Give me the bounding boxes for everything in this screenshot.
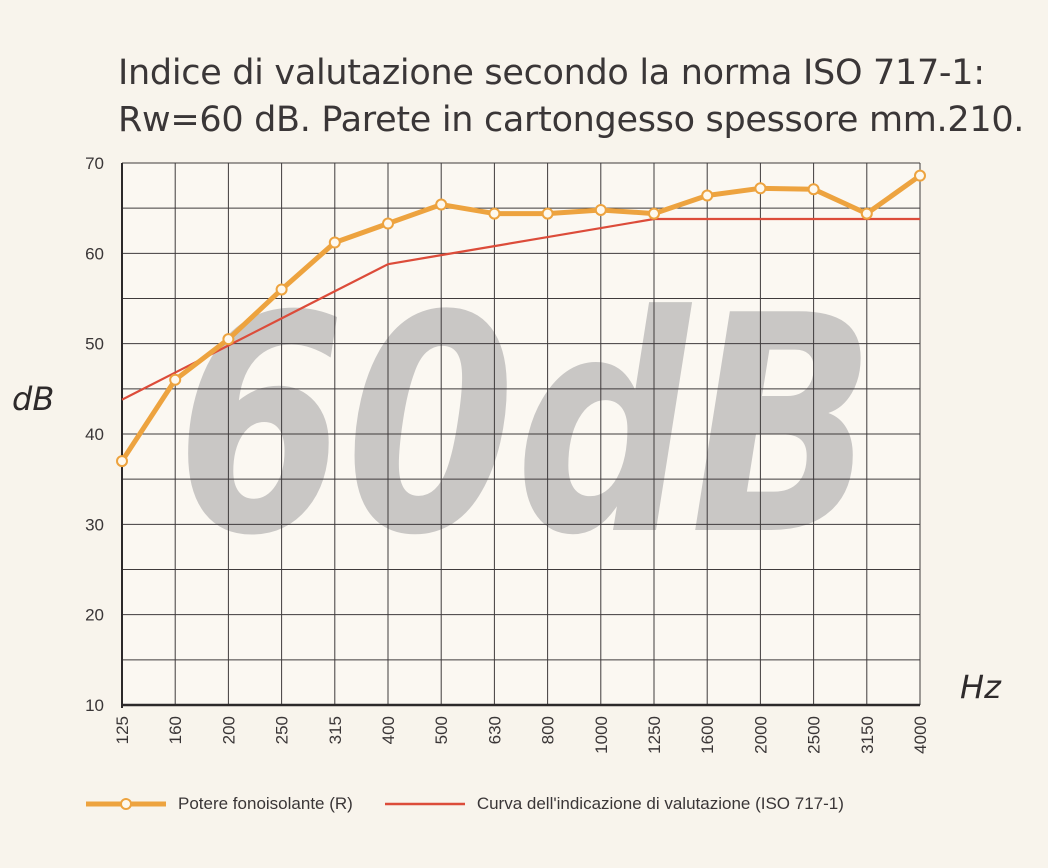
- legend: Potere fonoisolante (R) Curva dell'indic…: [84, 794, 874, 814]
- x-tick-label: 2000: [751, 716, 770, 754]
- chart-title-line-1: Indice di valutazione secondo la norma I…: [118, 53, 985, 93]
- y-tick-label: 10: [85, 696, 104, 715]
- data-point-r: [116, 455, 128, 468]
- data-point-r: [807, 183, 820, 196]
- x-tick-label: 1250: [645, 716, 664, 754]
- data-point-r: [914, 169, 926, 182]
- x-tick-label: 4000: [911, 716, 930, 754]
- x-tick-label: 500: [432, 716, 451, 744]
- data-point-r: [222, 333, 235, 346]
- y-tick-label: 60: [85, 244, 104, 263]
- y-tick-label: 70: [85, 154, 104, 173]
- y-tick-label: 20: [85, 606, 104, 625]
- data-point-r: [488, 207, 501, 220]
- series-points-r: [116, 169, 926, 468]
- chart-title-line-2: Rw=60 dB. Parete in cartongesso spessore…: [118, 100, 1025, 140]
- data-point-r: [169, 373, 182, 386]
- chart-title: Indice di valutazione secondo la norma I…: [118, 50, 1024, 144]
- x-tick-label: 315: [326, 716, 345, 744]
- x-tick-label: 3150: [858, 716, 877, 754]
- x-tick-label: 200: [219, 716, 238, 744]
- y-tick-label: 40: [85, 425, 104, 444]
- data-point-r: [435, 198, 448, 211]
- x-tick-label: 125: [113, 716, 132, 744]
- y-tick-label: 30: [85, 515, 104, 534]
- y-tick-labels: 10 20 30 40 50 60 70: [85, 154, 104, 715]
- data-point-r: [541, 207, 554, 220]
- watermark-text: 60dB: [176, 252, 876, 601]
- x-tick-label: 1600: [698, 716, 717, 754]
- horizontal-gridlines: [122, 162, 920, 706]
- x-tick-labels: 125 160 200 250 315 400 500 630 800 1000 1250 1600 2…: [113, 716, 930, 754]
- x-tick-label: 800: [539, 716, 558, 744]
- x-axis-label: Hz: [960, 668, 1001, 706]
- x-tick-label: 1000: [592, 716, 611, 754]
- x-tick-label: 160: [166, 716, 185, 744]
- legend-item-r: Potere fonoisolante (R): [84, 794, 353, 814]
- x-tick-label: 400: [379, 716, 398, 744]
- series-line-r: [119, 173, 923, 464]
- data-point-r: [328, 236, 341, 249]
- y-axis-label: dB: [12, 380, 55, 418]
- data-point-r: [275, 283, 288, 296]
- data-point-r: [382, 217, 394, 230]
- legend-label-r: Potere fonoisolante (R): [178, 794, 353, 813]
- data-point-r: [594, 203, 607, 216]
- legend-swatch-reference: [384, 802, 465, 806]
- x-tick-label: 630: [485, 716, 504, 744]
- y-tick-label: 50: [85, 335, 104, 354]
- data-point-r: [860, 207, 873, 220]
- legend-item-reference: Curva dell'indicazione di valutazione (I…: [383, 794, 844, 814]
- data-point-r: [754, 182, 767, 195]
- data-point-r: [701, 189, 714, 202]
- series-line-reference: [121, 217, 920, 401]
- legend-swatch-r: [86, 798, 166, 810]
- data-point-r: [648, 207, 660, 220]
- legend-label-reference: Curva dell'indicazione di valutazione (I…: [476, 794, 844, 813]
- x-tick-label: 250: [273, 716, 292, 744]
- x-tick-label: 2500: [805, 716, 824, 754]
